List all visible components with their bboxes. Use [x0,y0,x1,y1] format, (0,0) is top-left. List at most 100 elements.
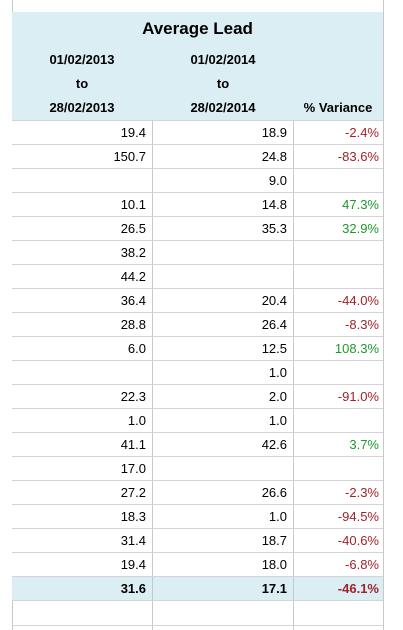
cell-period-b[interactable]: 26.4 [261,317,287,332]
cell-period-a[interactable]: 150.7 [113,149,146,164]
horizontal-gridline [12,576,383,577]
table-row[interactable]: 38.2 [12,241,383,265]
period-a-to: 28/02/2013 [49,100,115,115]
cell-period-a[interactable]: 1.0 [127,413,146,428]
horizontal-gridline [12,432,383,433]
cell-variance[interactable]: 108.3% [334,341,379,356]
table-row[interactable]: 44.2 [12,265,383,289]
cell-variance[interactable]: -2.3% [345,485,379,500]
cell-period-a[interactable]: 31.4 [120,533,146,548]
cell-period-a[interactable]: 36.4 [120,293,146,308]
table-row[interactable]: 150.7 24.8 -83.6% [12,145,383,169]
cell-variance[interactable]: 3.7% [349,437,379,452]
cell-period-a[interactable]: 22.3 [120,389,146,404]
table-row[interactable]: 18.3 1.0 -94.5% [12,505,383,529]
total-variance[interactable]: -46.1% [337,581,379,596]
cell-period-b[interactable]: 18.9 [261,125,287,140]
vertical-gridline [293,121,294,601]
table-row[interactable]: 27.2 26.6 -2.3% [12,481,383,505]
cell-period-a[interactable]: 18.3 [120,509,146,524]
cell-period-a[interactable]: 44.2 [120,269,146,284]
cell-period-b[interactable]: 42.6 [261,437,287,452]
table-row[interactable]: 10.1 14.8 47.3% [12,193,383,217]
cell-variance[interactable]: -44.0% [337,293,379,308]
total-row[interactable]: 31.6 17.1 -46.1% [12,577,383,601]
cell-period-b[interactable]: 20.4 [261,293,287,308]
cell-period-b[interactable]: 1.0 [268,365,287,380]
cell-period-a[interactable]: 17.0 [120,461,146,476]
horizontal-gridline [12,480,383,481]
cell-period-b[interactable]: 14.8 [261,197,287,212]
column-header-period-a: 01/02/2013 to 28/02/2013 [12,48,152,120]
table-header: Average Lead 01/02/2013 to 28/02/2013 01… [12,12,383,121]
horizontal-gridline [12,312,383,313]
cell-period-b[interactable]: 1.0 [268,509,287,524]
horizontal-gridline [12,192,383,193]
table-row[interactable]: 19.4 18.9 -2.4% [12,121,383,145]
horizontal-gridline [12,456,383,457]
total-period-b[interactable]: 17.1 [261,581,287,596]
table-row[interactable]: 31.4 18.7 -40.6% [12,529,383,553]
table-row[interactable]: 9.0 [12,169,383,193]
cell-variance[interactable]: 32.9% [342,221,379,236]
cell-variance[interactable]: 47.3% [342,197,379,212]
column-header-variance: % Variance [303,100,373,115]
vertical-gridline [293,601,294,630]
horizontal-gridline [12,408,383,409]
horizontal-gridline [12,168,383,169]
table-row[interactable]: 6.0 12.5 108.3% [12,337,383,361]
cell-period-a[interactable]: 41.1 [120,437,146,452]
vertical-gridline [152,121,153,601]
period-b-from: 01/02/2014 [190,52,256,67]
cell-variance[interactable]: -6.8% [345,557,379,572]
table-row[interactable]: 1.0 [12,361,383,385]
vertical-gridline [12,0,13,12]
horizontal-gridline [12,384,383,385]
cell-period-a[interactable]: 10.1 [120,197,146,212]
table-row[interactable]: 19.4 18.0 -6.8% [12,553,383,577]
cell-period-a[interactable]: 26.5 [120,221,146,236]
cell-period-b[interactable]: 2.0 [268,389,287,404]
horizontal-gridline [12,336,383,337]
cell-period-a[interactable]: 38.2 [120,245,146,260]
cell-period-b[interactable]: 12.5 [261,341,287,356]
cell-period-b[interactable]: 9.0 [268,173,287,188]
table-row[interactable]: 41.1 42.6 3.7% [12,433,383,457]
period-a-to-word: to [75,76,89,91]
cell-period-b[interactable]: 24.8 [261,149,287,164]
total-period-a[interactable]: 31.6 [120,581,146,596]
cell-period-b[interactable]: 18.7 [261,533,287,548]
cell-period-a[interactable]: 6.0 [127,341,146,356]
horizontal-gridline [12,288,383,289]
cell-period-a[interactable]: 28.8 [120,317,146,332]
cell-period-a[interactable]: 19.4 [120,125,146,140]
cell-variance[interactable]: -40.6% [337,533,379,548]
horizontal-gridline [12,552,383,553]
table-row[interactable]: 17.0 [12,457,383,481]
cell-variance[interactable]: -83.6% [337,149,379,164]
period-b-to-word: to [216,76,230,91]
vertical-gridline [152,601,153,630]
period-a-from: 01/02/2013 [49,52,115,67]
table-row[interactable]: 26.5 35.3 32.9% [12,217,383,241]
cell-variance[interactable]: -94.5% [337,509,379,524]
vertical-gridline [12,601,13,630]
table-row[interactable]: 22.3 2.0 -91.0% [12,385,383,409]
horizontal-gridline [12,504,383,505]
cell-period-a[interactable]: 19.4 [120,557,146,572]
vertical-gridline [383,0,384,630]
table-row[interactable]: 28.8 26.4 -8.3% [12,313,383,337]
cell-period-b[interactable]: 1.0 [268,413,287,428]
cell-variance[interactable]: -8.3% [345,317,379,332]
horizontal-gridline [12,360,383,361]
cell-variance[interactable]: -2.4% [345,125,379,140]
table-row[interactable]: 1.0 1.0 [12,409,383,433]
cell-period-b[interactable]: 18.0 [261,557,287,572]
cell-variance[interactable]: -91.0% [337,389,379,404]
cell-period-b[interactable]: 35.3 [261,221,287,236]
table-row[interactable]: 36.4 20.4 -44.0% [12,289,383,313]
cell-period-b[interactable]: 26.6 [261,485,287,500]
horizontal-gridline [12,216,383,217]
cell-period-a[interactable]: 27.2 [120,485,146,500]
